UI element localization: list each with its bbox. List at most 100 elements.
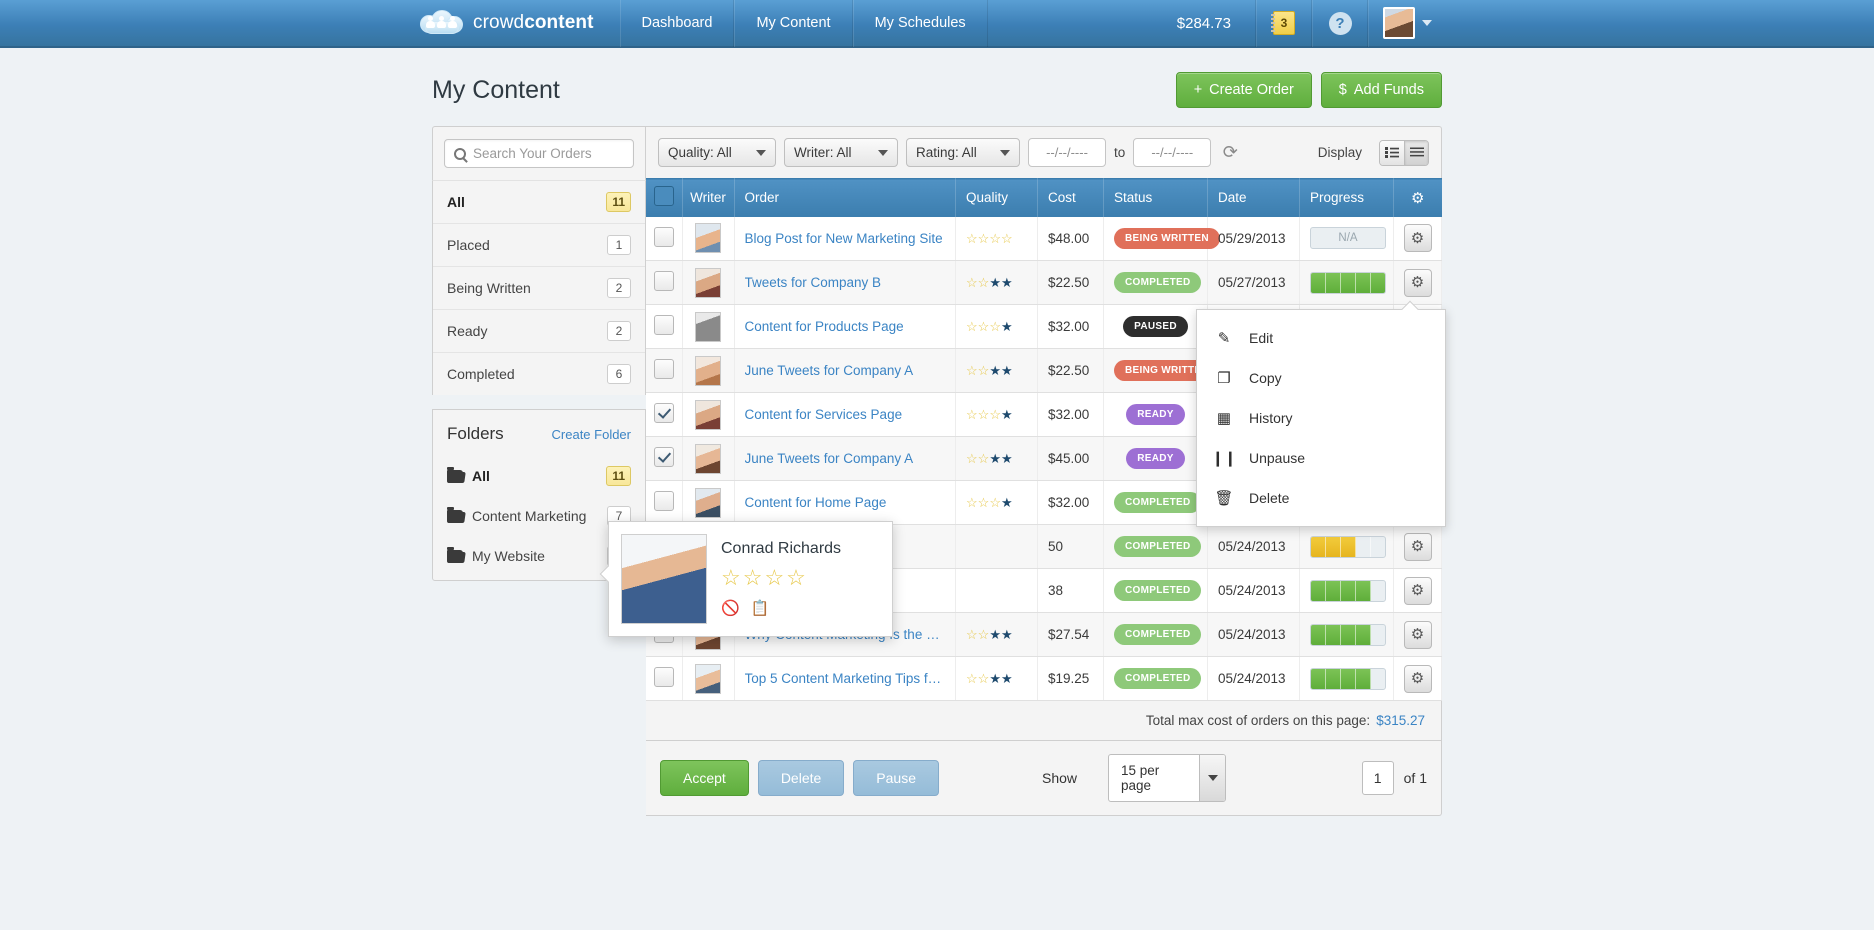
search-input-wrap[interactable] [444, 139, 634, 168]
writer-avatar[interactable] [695, 443, 721, 474]
row-gear-button[interactable]: ⚙ [1403, 620, 1432, 649]
row-gear-button[interactable]: ⚙ [1403, 224, 1432, 253]
row-checkbox[interactable] [653, 447, 674, 467]
row-gear-button[interactable]: ⚙ [1403, 664, 1432, 693]
display-mode-list-button[interactable] [1404, 140, 1428, 165]
context-menu-item-unpause[interactable]: ❙❙ Unpause [1197, 438, 1445, 478]
row-writer-cell[interactable] [682, 480, 735, 525]
help-button[interactable]: ? [1312, 0, 1368, 47]
order-link[interactable]: Top 5 Content Marketing Tips fo... [744, 671, 946, 686]
row-settings-cell[interactable]: ⚙ [1393, 260, 1442, 305]
row-gear-button[interactable]: ⚙ [1403, 576, 1432, 605]
order-link[interactable]: Tweets for Company B [744, 275, 882, 290]
user-menu[interactable] [1368, 0, 1444, 47]
add-funds-button[interactable]: $ Add Funds [1320, 72, 1442, 108]
account-balance[interactable]: $284.73 [1153, 0, 1256, 47]
order-link[interactable]: Content for Products Page [744, 319, 904, 334]
nav-item-my-content[interactable]: My Content [734, 0, 853, 47]
block-writer-icon[interactable]: 🚫 [721, 600, 740, 617]
row-writer-cell[interactable] [682, 436, 735, 481]
sidebar-item-completed[interactable]: Completed 6 [433, 353, 645, 395]
writer-avatar[interactable] [695, 267, 721, 298]
row-gear-button[interactable]: ⚙ [1403, 268, 1432, 297]
search-input[interactable] [473, 146, 624, 161]
row-writer-cell[interactable] [682, 216, 735, 261]
row-select-cell[interactable] [646, 480, 683, 525]
create-order-button[interactable]: + Create Order [1175, 72, 1312, 108]
writer-avatar[interactable] [695, 663, 721, 694]
column-quality[interactable]: Quality [955, 178, 1038, 217]
row-select-cell[interactable] [646, 304, 683, 349]
order-link[interactable]: June Tweets for Company A [744, 363, 914, 378]
row-checkbox[interactable] [653, 491, 674, 511]
row-select-cell[interactable] [646, 216, 683, 261]
nav-item-dashboard[interactable]: Dashboard [619, 0, 735, 47]
order-link[interactable]: Content for Services Page [744, 407, 903, 422]
context-menu-item-delete[interactable]: 🗑 Delete [1197, 478, 1445, 518]
row-checkbox[interactable] [653, 271, 674, 291]
notifications-button[interactable]: 3 [1256, 0, 1312, 47]
row-checkbox[interactable] [653, 315, 674, 335]
column-status[interactable]: Status [1103, 178, 1208, 217]
quality-filter-select[interactable]: Quality: All [658, 138, 776, 167]
sidebar-item-placed[interactable]: Placed 1 [433, 224, 645, 267]
row-writer-cell[interactable] [682, 348, 735, 393]
column-settings[interactable]: ⚙ [1393, 178, 1442, 217]
row-select-cell[interactable] [646, 260, 683, 305]
row-select-cell[interactable] [646, 656, 683, 701]
writer-avatar[interactable] [695, 311, 721, 342]
pause-button[interactable]: Pause [853, 760, 939, 796]
clipboard-icon[interactable]: 📋 [750, 600, 770, 617]
context-menu-item-edit[interactable]: ✎ Edit [1197, 318, 1445, 358]
context-menu-item-history[interactable]: ▦ History [1197, 398, 1445, 438]
per-page-select[interactable]: 15 per page [1108, 754, 1227, 802]
row-select-cell[interactable] [646, 436, 683, 481]
writer-avatar[interactable] [695, 487, 721, 518]
delete-button[interactable]: Delete [757, 760, 845, 796]
order-link[interactable]: Content for Home Page [744, 495, 887, 510]
column-order[interactable]: Order [734, 178, 956, 217]
row-gear-button[interactable]: ⚙ [1403, 532, 1432, 561]
row-settings-cell[interactable]: ⚙ [1393, 216, 1442, 261]
sidebar-item-ready[interactable]: Ready 2 [433, 310, 645, 353]
writer-avatar[interactable] [695, 223, 721, 254]
row-writer-cell[interactable] [682, 304, 735, 349]
accept-button[interactable]: Accept [660, 760, 749, 796]
row-settings-cell[interactable]: ⚙ [1393, 524, 1442, 569]
row-settings-cell[interactable]: ⚙ [1393, 568, 1442, 613]
row-select-cell[interactable] [646, 348, 683, 393]
row-settings-cell[interactable]: ⚙ [1393, 656, 1442, 701]
table-row[interactable]: Tweets for Company B ☆☆★★ $22.50 COMPLETED 0… [646, 260, 1442, 305]
display-mode-cards-button[interactable] [1380, 140, 1404, 165]
row-writer-cell[interactable] [682, 656, 735, 701]
create-folder-link[interactable]: Create Folder [551, 426, 631, 442]
table-row[interactable]: Blog Post for New Marketing Site ☆☆☆☆ $48.… [646, 216, 1442, 261]
order-link[interactable]: Blog Post for New Marketing Site [744, 230, 943, 246]
gear-icon[interactable]: ⚙ [1411, 189, 1425, 207]
date-from-input[interactable]: --/--/---- [1028, 138, 1106, 167]
sidebar-item-being-written[interactable]: Being Written 2 [433, 267, 645, 310]
rating-filter-select[interactable]: Rating: All [906, 138, 1020, 167]
row-checkbox[interactable] [653, 226, 674, 247]
folder-item-all[interactable]: All 11 [433, 456, 645, 496]
per-page-dropdown-button[interactable] [1199, 755, 1226, 801]
select-all-header[interactable] [646, 178, 683, 217]
row-checkbox[interactable] [653, 667, 674, 687]
row-checkbox[interactable] [653, 403, 674, 423]
column-date[interactable]: Date [1207, 178, 1300, 217]
row-select-cell[interactable] [646, 392, 683, 437]
page-number-input[interactable]: 1 [1361, 761, 1394, 795]
row-writer-cell[interactable] [682, 392, 735, 437]
context-menu-item-copy[interactable]: ❐ Copy [1197, 358, 1445, 398]
column-progress[interactable]: Progress [1299, 178, 1394, 217]
writer-avatar[interactable] [695, 399, 721, 430]
column-writer[interactable]: Writer [682, 178, 735, 217]
total-cost-value[interactable]: $315.27 [1376, 713, 1425, 728]
select-all-checkbox[interactable] [653, 186, 674, 207]
column-cost[interactable]: Cost [1037, 178, 1104, 217]
date-to-input[interactable]: --/--/---- [1133, 138, 1212, 167]
sidebar-item-all[interactable]: All 11 [433, 181, 645, 224]
writer-filter-select[interactable]: Writer: All [784, 138, 898, 167]
table-row[interactable]: Top 5 Content Marketing Tips fo... ☆☆★★ $1… [646, 656, 1442, 701]
order-link[interactable]: June Tweets for Company A [744, 451, 914, 466]
